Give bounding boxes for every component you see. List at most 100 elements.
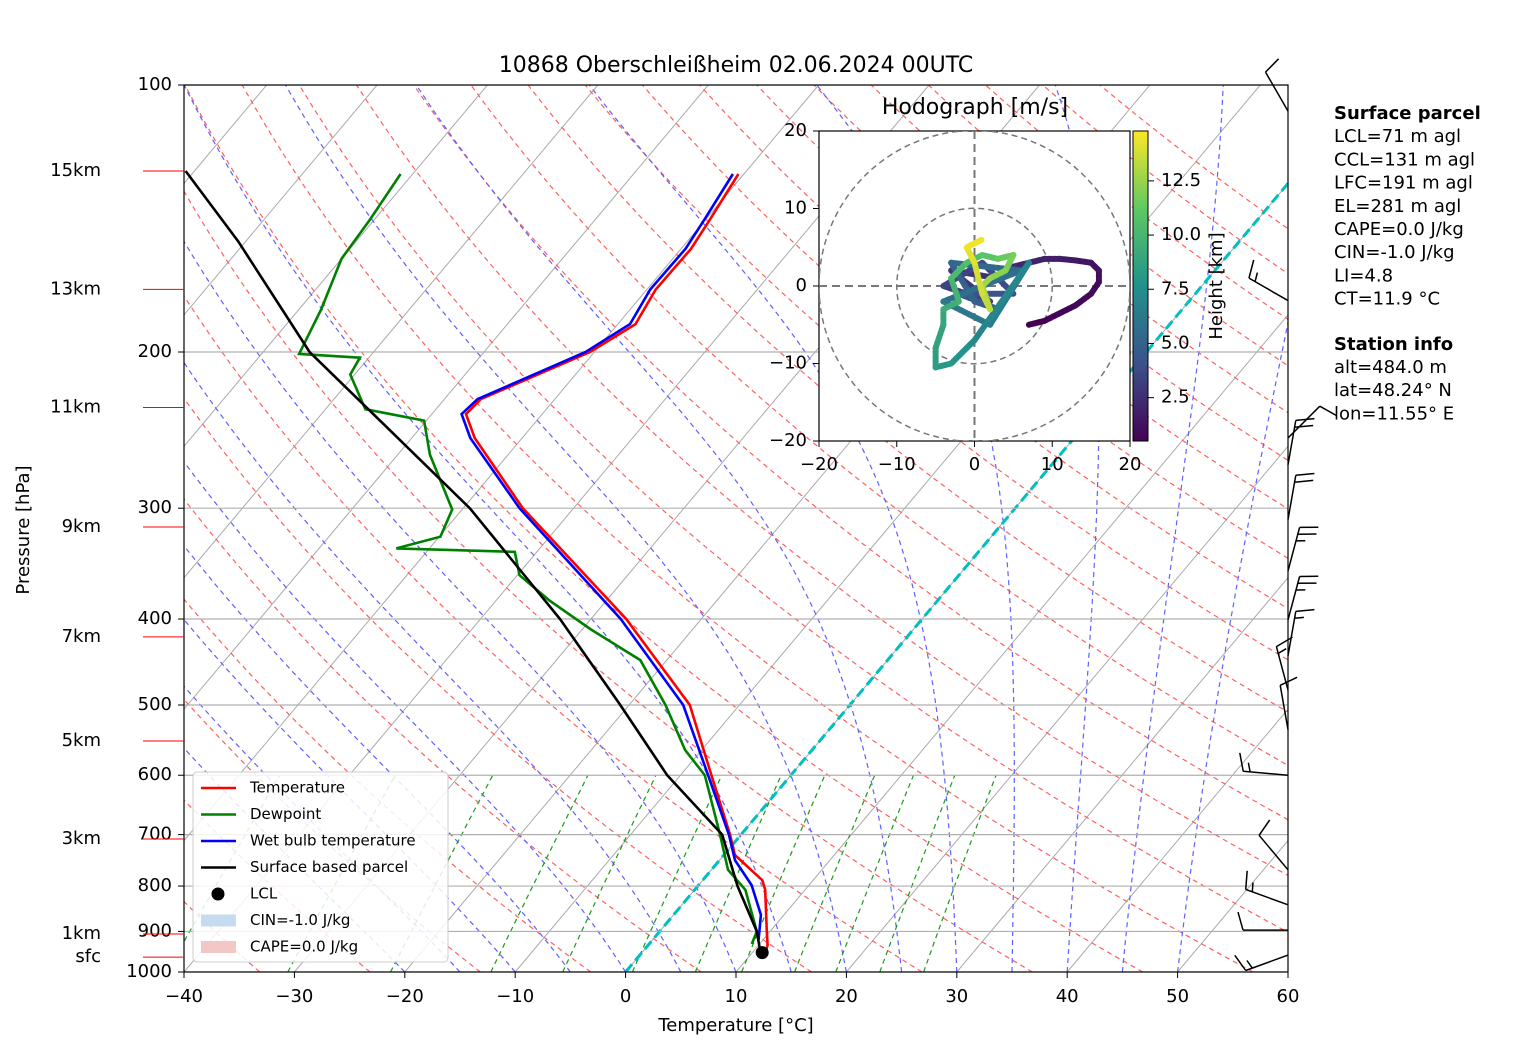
y-tick-label: 200 [138,341,172,362]
x-tick-label: −20 [386,986,424,1007]
hodograph-plot [819,131,1130,441]
mixing-ratio-line [879,774,956,972]
info-line: alt=484.0 m [1334,357,1447,378]
height-label: 11km [50,397,101,418]
info-title: Station info [1334,334,1453,355]
y-tick-label: 600 [138,764,172,785]
lcl-marker [755,946,769,960]
hodograph-segment [948,259,978,305]
x-tick-label: −10 [878,454,916,475]
y-tick-label: 800 [138,875,172,896]
hodograph-segment [963,236,986,251]
isotherm [184,85,709,710]
profile-line [184,170,763,955]
info-line: CCL=131 m agl [1334,149,1475,170]
legend-label: Temperature [249,779,345,797]
dry-adiabat [241,85,1254,972]
y-tick-label: 0 [796,275,807,296]
colorbar-tick-label: 5.0 [1161,332,1190,353]
profiles [184,170,769,960]
info-title: Surface parcel [1334,103,1481,124]
isotherm [956,576,1288,972]
y-tick-label: −20 [769,430,807,451]
isotherm [735,314,1288,972]
x-tick-label: −20 [800,454,838,475]
legend-label: CAPE=0.0 J/kg [250,938,358,956]
legend-swatch [201,941,236,953]
mixing-ratio-line [562,774,657,972]
height-label: 1km [62,923,101,944]
hodograph-segment [948,275,962,305]
x-tick-label: 20 [835,986,858,1007]
info-line: EL=281 m agl [1334,196,1461,217]
y-tick-label: 400 [138,608,172,629]
y-tick-label: 10 [784,198,807,219]
moist-adiabat [284,85,847,972]
mixing-ratio-line [490,774,589,972]
freezing-isotherm [624,181,1288,972]
colorbar-tick-label: 7.5 [1161,278,1190,299]
moist-adiabat [184,618,516,972]
dry-adiabat [813,85,1288,462]
legend-swatch [211,887,225,901]
x-tick-label: 0 [620,986,631,1007]
mixing-ratio-line [794,774,876,972]
isotherm [1066,708,1288,972]
wind-barb [1237,911,1289,931]
wind-barb [1287,526,1319,572]
info-line: CT=11.9 °C [1334,289,1440,310]
x-tick-label: −10 [496,986,534,1007]
colorbar-tick-label: 12.5 [1161,170,1201,191]
height-label: 5km [62,730,101,751]
x-tick-label: 60 [1277,986,1300,1007]
dry-adiabat [184,900,261,972]
wind-barb [1264,58,1289,112]
x-tick-label: 50 [1166,986,1189,1007]
hodograph-segment [948,345,970,367]
isotherm [184,85,488,448]
x-tick-label: 10 [1041,454,1064,475]
height-label: 3km [62,828,101,849]
dry-adiabat [298,85,1288,933]
dry-adiabat [184,190,1033,972]
x-tick-label: 40 [1056,986,1079,1007]
moist-adiabat [415,85,903,972]
x-tick-label: −40 [165,986,203,1007]
isotherm [184,85,599,579]
profile-line [460,173,763,941]
info-line: CAPE=0.0 J/kg [1334,219,1464,240]
legend-label: LCL [250,885,278,903]
speed-ring [896,207,1053,365]
y-tick-label: 100 [138,74,172,95]
info-line: lon=11.55° E [1334,403,1454,424]
y-tick-label: 500 [138,694,172,715]
x-tick-label: 30 [945,986,968,1007]
moist-adiabat [184,460,627,972]
dry-adiabat [184,498,702,972]
hodograph-segment [948,259,970,282]
info-line: lat=48.24° N [1334,380,1452,401]
legend-label: Wet bulb temperature [250,832,416,850]
hodograph-segment [932,321,947,351]
x-axis-label: Temperature [°C] [657,1015,813,1036]
x-tick-label: 20 [1119,454,1142,475]
wind-barb [1287,405,1337,439]
wind-barb [1287,472,1315,520]
isotherm [184,85,378,316]
wind-barb [1287,417,1315,465]
info-line: CIN=-1.0 J/kg [1334,242,1455,263]
moist-adiabat [184,361,682,972]
x-tick-label: −30 [275,986,313,1007]
wind-barb [1275,636,1293,691]
x-tick-label: 10 [725,986,748,1007]
hodograph-segment [971,259,986,297]
y-tick-label: 300 [138,497,172,518]
moist-adiabat [1177,319,1288,972]
legend-label: Dewpoint [250,805,321,823]
wind-barb [1258,819,1289,871]
x-tick-label: 0 [969,454,980,475]
hodograph-title: Hodograph [m/s] [882,95,1068,120]
info-line: LI=4.8 [1334,265,1393,286]
wind-barb [1287,575,1319,621]
